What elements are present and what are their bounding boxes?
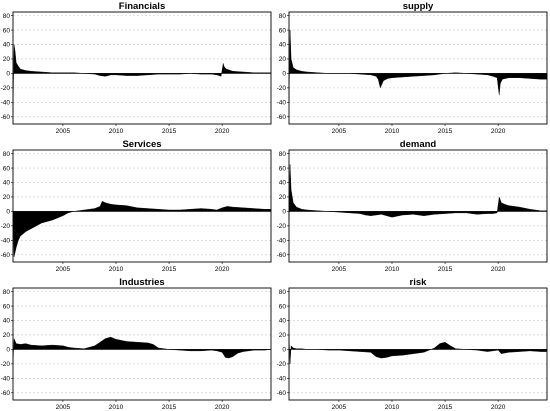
y-tick-label: 40 xyxy=(3,42,11,49)
y-tick-label: 20 xyxy=(3,56,11,63)
x-tick-label: 2015 xyxy=(438,128,453,135)
x-tick-label: 2015 xyxy=(162,404,177,411)
y-tick-label: 60 xyxy=(3,165,11,172)
chart-panel: -60 -40 -20 0 20 40 60 80 2005 2010 2015 2020 Indust… xyxy=(1,277,272,411)
x-tick-label: 2010 xyxy=(385,404,400,411)
y-tick-label: 60 xyxy=(279,165,287,172)
y-tick-label: 0 xyxy=(6,209,10,216)
x-tick-label: 2005 xyxy=(332,266,347,273)
y-tick-label: -40 xyxy=(1,376,11,383)
x-tick-label: 2005 xyxy=(56,266,71,273)
y-tick-label: 40 xyxy=(279,180,287,187)
y-tick-label: 40 xyxy=(279,318,287,325)
y-tick-label: -60 xyxy=(1,390,11,397)
series-area xyxy=(288,164,548,221)
x-tick-label: 2015 xyxy=(438,404,453,411)
y-tick-label: 20 xyxy=(3,332,11,339)
y-tick-label: 0 xyxy=(6,71,10,78)
y-tick-label: 80 xyxy=(279,13,287,20)
y-tick-label: -60 xyxy=(1,114,11,121)
chart-title: Financials xyxy=(119,1,165,12)
series-area xyxy=(12,201,272,257)
y-tick-label: 80 xyxy=(3,151,11,158)
chart-panel: -60 -40 -20 0 20 40 60 80 2005 2010 2015 2020 risk xyxy=(277,277,548,411)
x-tick-label: 2005 xyxy=(56,404,71,411)
y-tick-label: -20 xyxy=(1,85,11,92)
plot-frame xyxy=(12,149,272,263)
y-tick-label: 60 xyxy=(3,27,11,34)
x-tick-label: 2005 xyxy=(56,128,71,135)
y-tick-label: -40 xyxy=(277,376,287,383)
y-tick-label: 20 xyxy=(279,194,287,201)
y-tick-label: 0 xyxy=(282,71,286,78)
series-area xyxy=(12,44,272,114)
y-tick-label: 80 xyxy=(3,289,11,296)
x-tick-label: 2010 xyxy=(109,128,124,135)
y-tick-label: -40 xyxy=(277,238,287,245)
y-tick-label: 80 xyxy=(279,151,287,158)
y-tick-label: 20 xyxy=(3,194,11,201)
x-tick-label: 2020 xyxy=(215,404,230,411)
x-tick-label: 2015 xyxy=(438,266,453,273)
chart-panel: -60 -40 -20 0 20 40 60 80 2005 2010 2015 2020 Servic… xyxy=(1,139,272,273)
y-tick-label: -20 xyxy=(1,361,11,368)
y-tick-label: 60 xyxy=(279,27,287,34)
x-tick-label: 2010 xyxy=(109,404,124,411)
y-tick-label: -20 xyxy=(277,361,287,368)
chart-title: Services xyxy=(122,139,161,150)
chart-panel: -60 -40 -20 0 20 40 60 80 2005 2010 2015 2020 supply xyxy=(277,1,548,135)
y-tick-label: -20 xyxy=(277,85,287,92)
y-tick-label: 40 xyxy=(3,180,11,187)
x-tick-label: 2020 xyxy=(491,128,506,135)
y-tick-label: 60 xyxy=(3,303,11,310)
chart-title: supply xyxy=(403,1,434,12)
x-tick-label: 2020 xyxy=(491,266,506,273)
plot-frame xyxy=(288,287,548,401)
plot-frame xyxy=(12,11,272,125)
y-tick-label: 0 xyxy=(6,347,10,354)
plot-frame xyxy=(12,287,272,401)
plot-frame xyxy=(288,11,548,125)
y-tick-label: 80 xyxy=(279,289,287,296)
y-tick-label: 0 xyxy=(282,209,286,216)
y-tick-label: 80 xyxy=(3,13,11,20)
x-tick-label: 2020 xyxy=(491,404,506,411)
y-tick-label: -60 xyxy=(1,252,11,259)
y-tick-label: 60 xyxy=(279,303,287,310)
x-tick-label: 2010 xyxy=(109,266,124,273)
x-tick-label: 2015 xyxy=(162,128,177,135)
y-tick-label: -40 xyxy=(1,238,11,245)
series-area xyxy=(12,336,272,364)
y-tick-label: 0 xyxy=(282,347,286,354)
x-tick-label: 2005 xyxy=(332,128,347,135)
y-tick-label: -20 xyxy=(277,223,287,230)
chart-panel: -60 -40 -20 0 20 40 60 80 2005 2010 2015 2020 demand xyxy=(277,139,548,273)
chart-title: Industries xyxy=(119,277,164,288)
plot-frame xyxy=(288,149,548,263)
chart-title: demand xyxy=(400,139,437,150)
y-tick-label: 20 xyxy=(279,56,287,63)
y-tick-label: 40 xyxy=(279,42,287,49)
x-tick-label: 2020 xyxy=(215,266,230,273)
x-tick-label: 2015 xyxy=(162,266,177,273)
y-tick-label: -40 xyxy=(1,100,11,107)
chart-title: risk xyxy=(410,277,428,288)
x-tick-label: 2005 xyxy=(332,404,347,411)
y-tick-label: -60 xyxy=(277,114,287,121)
chart-panel: -60 -40 -20 0 20 40 60 80 2005 2010 2015 2020 Financ… xyxy=(1,1,272,135)
y-tick-label: 40 xyxy=(3,318,11,325)
y-tick-label: -60 xyxy=(277,390,287,397)
series-area xyxy=(288,30,548,103)
y-tick-label: -20 xyxy=(1,223,11,230)
x-tick-label: 2020 xyxy=(215,128,230,135)
y-tick-label: -60 xyxy=(277,252,287,259)
y-tick-label: 20 xyxy=(279,332,287,339)
y-tick-label: -40 xyxy=(277,100,287,107)
x-tick-label: 2010 xyxy=(385,266,400,273)
x-tick-label: 2010 xyxy=(385,128,400,135)
